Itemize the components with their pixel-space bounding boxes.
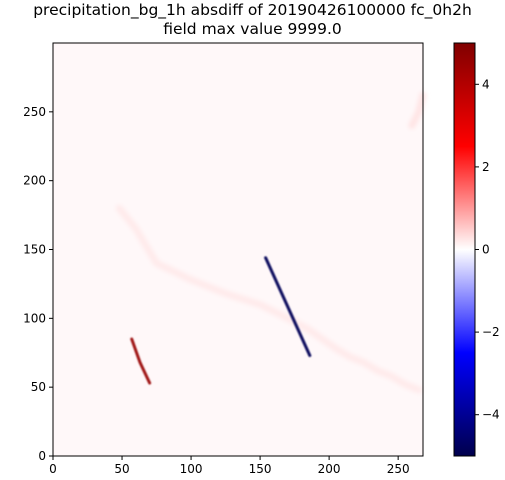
chart-title-line2: field max value 9999.0 [163, 20, 342, 38]
heatmap-feature-3 [264, 256, 312, 358]
x-tick-label: 100 [180, 462, 203, 476]
x-tick-label: 150 [249, 462, 272, 476]
colorbar-tick-label: 2 [482, 160, 490, 174]
heatmap-cores [130, 256, 312, 385]
y-tick-label: 100 [23, 311, 46, 325]
x-tick-label: 200 [318, 462, 341, 476]
y-tick-label: 200 [23, 174, 46, 188]
colorbar [454, 43, 475, 456]
colorbar-tick-label: −4 [482, 408, 500, 422]
y-axis: 0 50 100 150 200 250 [23, 105, 53, 463]
colorbar-tick-label: 0 [482, 243, 490, 257]
x-tick-label: 250 [387, 462, 410, 476]
heatmap-feature-0 [115, 204, 423, 394]
colorbar-tick-label: 4 [482, 77, 490, 91]
y-tick-label: 250 [23, 105, 46, 119]
colorbar-tick-label: −2 [482, 325, 500, 339]
y-tick-label: 150 [23, 243, 46, 257]
x-tick-label: 0 [49, 462, 57, 476]
plot-area-background [53, 43, 423, 456]
heatmap-features [115, 91, 427, 394]
heatmap-feature-2 [130, 337, 152, 385]
y-tick-label: 50 [31, 380, 46, 394]
x-axis: 0 50 100 150 200 250 [49, 456, 410, 476]
colorbar-axis: 4 2 0 −2 −4 [475, 77, 500, 422]
chart-title-line1: precipitation_bg_1h absdiff of 201904261… [33, 1, 472, 19]
y-tick-label: 0 [38, 449, 46, 463]
heatmap-feature-1 [408, 91, 427, 130]
x-tick-label: 50 [114, 462, 129, 476]
